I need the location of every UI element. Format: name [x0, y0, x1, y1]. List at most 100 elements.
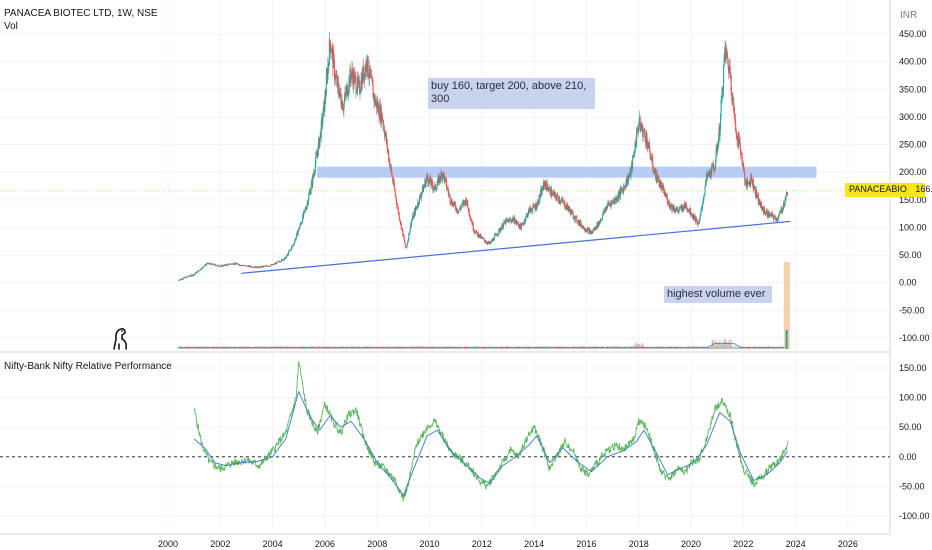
candle-body — [204, 265, 206, 267]
volume-bar — [408, 347, 410, 349]
volume-bar — [419, 347, 421, 349]
candle-body — [331, 48, 333, 50]
volume-bar — [533, 347, 535, 349]
volume-bar — [214, 346, 216, 349]
candle-body — [720, 100, 722, 114]
volume-bar — [579, 346, 581, 349]
volume-bar — [775, 347, 777, 349]
volume-bar — [355, 346, 356, 349]
volume-bar — [215, 347, 217, 349]
volume-bar — [332, 347, 334, 349]
candle-body — [413, 213, 415, 218]
volume-bar — [727, 345, 729, 349]
candle-body — [658, 179, 660, 187]
candle-body — [407, 239, 409, 241]
currency-label[interactable]: INR — [900, 10, 918, 21]
volume-bar — [364, 346, 366, 349]
volume-bar — [745, 347, 747, 349]
volume-bar — [726, 342, 728, 349]
candle-body — [217, 264, 219, 267]
volume-bar — [646, 347, 648, 349]
volume-bar — [626, 347, 628, 349]
volume-bar — [412, 347, 414, 349]
candle-body — [227, 264, 229, 266]
candle-body — [494, 234, 496, 237]
candle-body — [341, 100, 344, 110]
trade-note[interactable]: buy 160, target 200, above 210, 300 — [428, 78, 595, 109]
volume-bar — [183, 347, 184, 349]
candle-body — [418, 196, 420, 204]
rs-y-tick-label: 0.00 — [899, 452, 917, 462]
volume-bar — [284, 347, 286, 349]
x-tick-label: 2020 — [681, 539, 701, 549]
candle-body — [677, 210, 679, 212]
volume-bar — [551, 347, 553, 349]
volume-bar — [699, 347, 701, 349]
candle-body — [228, 263, 230, 265]
candle-body — [324, 96, 326, 112]
candle-body — [344, 92, 347, 94]
volume-bar — [245, 347, 247, 349]
candle-body — [717, 144, 719, 152]
volume-bar — [638, 344, 640, 349]
volume-bar — [742, 347, 744, 349]
volume-bar — [503, 347, 505, 349]
volume-bar — [397, 347, 399, 349]
candle-body — [648, 141, 650, 149]
candle-body — [411, 218, 413, 221]
candle-body — [562, 198, 564, 201]
candle-body — [494, 234, 496, 236]
candle-body — [501, 224, 503, 229]
y-tick-label: 150.00 — [899, 195, 927, 205]
volume-bar — [734, 346, 736, 349]
logo-icon — [113, 328, 127, 350]
candle-body — [225, 265, 227, 266]
volume-bar — [765, 347, 767, 349]
candle-body — [601, 215, 603, 220]
candle-body — [772, 214, 774, 218]
candle-body — [757, 194, 759, 204]
candle-body — [701, 204, 704, 209]
volume-bar — [376, 347, 378, 349]
candle-body — [537, 201, 539, 205]
candle-body — [515, 220, 517, 224]
candle-body — [660, 182, 662, 188]
candle-body — [276, 261, 278, 263]
volume-bar — [529, 347, 531, 349]
candle-body — [445, 180, 448, 189]
candle-body — [588, 229, 590, 234]
volume-bar — [599, 347, 601, 349]
candle-body — [469, 214, 471, 216]
volume-bar — [370, 347, 372, 349]
volume-bar — [311, 347, 313, 349]
candle-body — [560, 200, 562, 203]
volume-bar — [319, 347, 321, 349]
candle-body — [752, 179, 754, 189]
candle-body — [353, 74, 356, 84]
candle-body — [718, 137, 720, 147]
volume-bar — [713, 342, 715, 349]
candle-body — [743, 164, 745, 169]
volume-bar — [415, 347, 417, 349]
volume-bar — [453, 347, 455, 349]
candle-body — [525, 214, 528, 216]
volume-bar — [570, 347, 572, 349]
candle-body — [700, 208, 703, 210]
candle-body — [390, 165, 392, 171]
candle-body — [457, 211, 459, 213]
candle-body — [317, 143, 319, 156]
candle-body — [418, 203, 420, 205]
volume-bar — [424, 347, 426, 349]
candle-body — [337, 82, 339, 92]
volume-bar — [710, 346, 712, 349]
volume-note[interactable]: highest volume ever — [664, 286, 772, 303]
volume-bar — [467, 347, 469, 349]
candle-body — [739, 142, 741, 149]
volume-bar — [668, 347, 670, 349]
candle-body — [351, 69, 354, 77]
volume-bar — [672, 347, 674, 349]
volume-bar — [378, 347, 380, 349]
candle-body — [778, 214, 780, 217]
volume-bar — [621, 347, 623, 349]
